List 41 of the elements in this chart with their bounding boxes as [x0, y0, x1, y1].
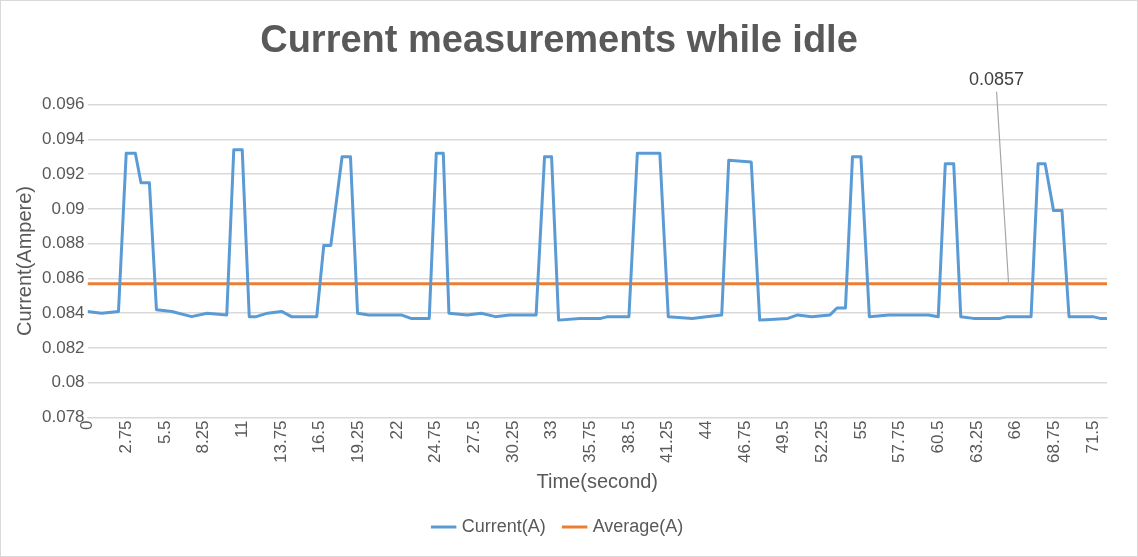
x-tick-label: 22: [386, 420, 406, 440]
x-tick-label: 52.25: [811, 420, 831, 464]
annotation: 0.0857: [969, 68, 1025, 89]
x-tick-label: 66: [1005, 420, 1025, 440]
y-tick-label: 0.084: [41, 302, 85, 322]
x-axis-title: Time(second): [536, 469, 659, 492]
x-tick-label: 71.5: [1082, 420, 1102, 454]
x-tick-label: 5.5: [154, 420, 174, 445]
y-tick-label: 0.094: [41, 129, 85, 149]
x-tick-label: 33: [541, 420, 561, 440]
x-tick-label: 30.25: [502, 420, 522, 464]
x-tick-label: 60.5: [927, 420, 947, 454]
y-tick-label: 0.082: [41, 337, 85, 357]
y-tick-label: 0.08: [51, 372, 85, 392]
x-tick-label: 57.75: [889, 420, 909, 464]
x-tick-label: 19.25: [347, 420, 367, 464]
y-tick-label: 0.09: [51, 198, 85, 218]
x-tick-label: 16.5: [309, 420, 329, 454]
x-tick-label: 27.5: [463, 420, 483, 454]
legend-label: Current(A): [461, 515, 546, 536]
x-tick-label: 63.25: [966, 420, 986, 464]
x-tick-label: 2.75: [115, 420, 135, 454]
y-tick-label: 0.096: [41, 94, 85, 114]
x-tick-label: 11: [231, 420, 251, 439]
x-tick-label: 38.5: [618, 420, 638, 454]
x-tick-label: 41.25: [657, 420, 677, 464]
x-tick-label: 8.25: [193, 420, 213, 454]
x-tick-label: 13.75: [270, 420, 290, 464]
x-tick-label: 49.5: [773, 420, 793, 454]
y-axis-title: Current(Ampere): [12, 186, 35, 337]
y-tick-label: 0.086: [41, 268, 85, 288]
x-tick-label: 44: [695, 420, 715, 440]
y-tick-label: 0.092: [41, 163, 85, 183]
x-tick-label: 35.75: [579, 420, 599, 464]
legend-label: Average(A): [592, 515, 684, 536]
y-tick-label: 0.088: [41, 233, 85, 253]
x-tick-label: 24.75: [425, 420, 445, 464]
x-tick-label: 46.75: [734, 420, 754, 464]
x-tick-label: 68.75: [1043, 420, 1063, 464]
x-tick-label: 55: [850, 420, 870, 440]
chart-title: Current measurements while idle: [260, 18, 858, 61]
